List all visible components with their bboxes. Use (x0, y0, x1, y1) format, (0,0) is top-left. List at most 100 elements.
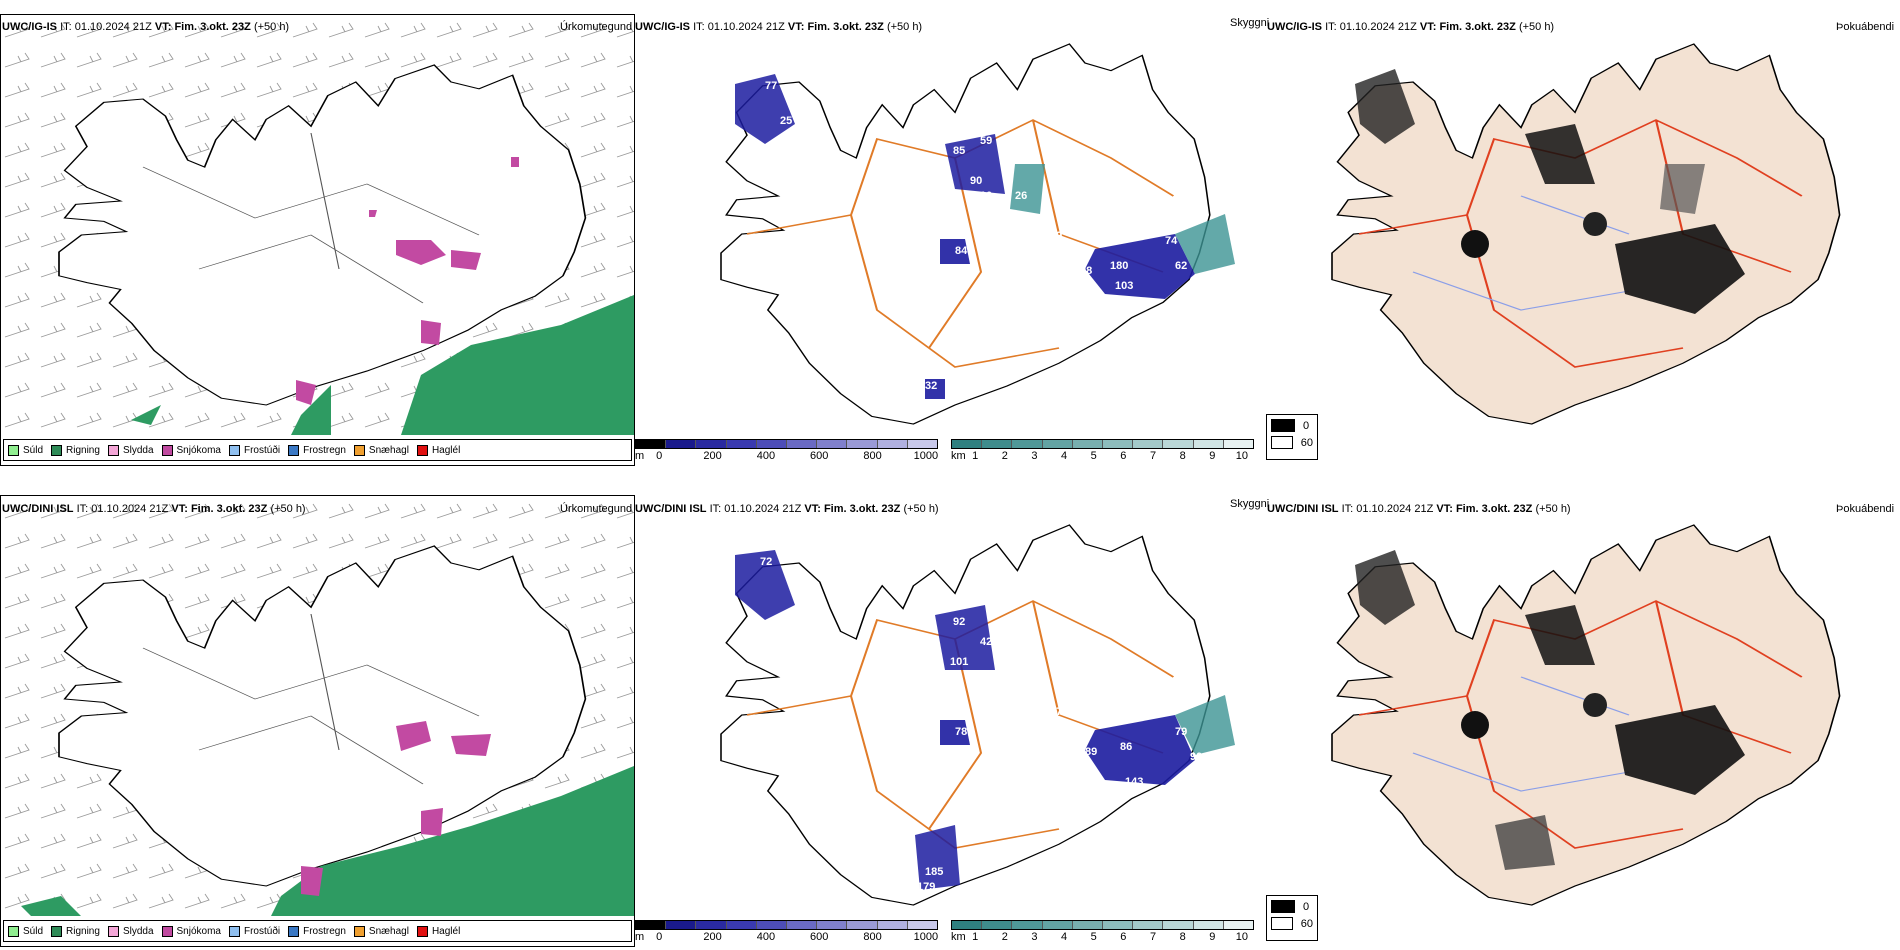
legend-label: Snjókoma (176, 444, 221, 456)
elevation-label: 27 (1050, 706, 1062, 718)
elevation-label: 86 (1120, 741, 1132, 753)
panel-title-precip-1: UWC/IG-IS IT: 01.10.2024 21Z VT: Fim. 3.… (2, 20, 632, 34)
scale-tick-label: 5 (1090, 931, 1097, 943)
legend-swatch (353, 444, 365, 456)
legend-item: Slydda (107, 444, 154, 456)
scale-cell (1223, 921, 1254, 929)
scale-tick-label: 600 (810, 931, 829, 943)
legend-item: Súld (8, 444, 44, 456)
legend-swatch (8, 925, 19, 937)
elevation-label: 101 (950, 656, 968, 668)
scale-tick-label: 400 (756, 931, 776, 943)
scale-tick-label: 600 (810, 450, 829, 462)
elevation-label: 72 (760, 556, 772, 568)
elevation-label: 103 (1115, 280, 1133, 292)
legend-item: Frostúði (228, 925, 280, 937)
elevation-label: 84 (955, 245, 968, 257)
scale-tick-label: 9 (1209, 450, 1216, 462)
scale-tick-label: 8 (1179, 450, 1186, 462)
legend-item: Snæhagl (353, 925, 409, 937)
scale-cell (847, 921, 878, 929)
scale-tick-label: 1 (972, 450, 979, 462)
scale-tick-label: 200 (703, 450, 722, 462)
legend-swatch (228, 925, 240, 937)
legend-label: Súld (23, 444, 44, 456)
legend-item: Snjókoma (161, 444, 221, 456)
legend-swatch (51, 925, 63, 937)
legend-swatch (8, 444, 19, 456)
legend-item: Rigning (51, 925, 100, 937)
scale-unit: m (635, 931, 645, 943)
elevation-label: 77 (765, 80, 777, 92)
scale-cell (636, 440, 667, 448)
elevation-label: 79 (1175, 726, 1187, 738)
legend-item: Súld (8, 925, 43, 937)
precip-legend-2: Súld Rigning Slydda Snjókoma Frostúði Frostre… (3, 920, 632, 942)
elevation-label: 107 (1055, 205, 1073, 217)
elevation-label: 98 (1080, 265, 1092, 277)
elevation-label: 89 (1085, 746, 1097, 758)
legend-label: Frostregn (303, 444, 346, 456)
fog-legend-2: 0 60 (1266, 895, 1318, 941)
scale-tick-label: 800 (863, 450, 882, 462)
scale-cell (666, 440, 697, 448)
legend-label: Slydda (122, 444, 154, 456)
legend-label: Frostúði (243, 444, 281, 456)
cloud-panel-1: 77 25 85 59 90 10 26 107 69 74 84 180 98 103 62 201 37 32… (635, 14, 1265, 466)
scale-tick-label: 2 (1001, 450, 1008, 462)
scale-cell (877, 921, 908, 929)
rain-area (401, 295, 634, 435)
scale-tick-label: 6 (1120, 450, 1127, 462)
panel-name-fog-1: Þokuábendi (1836, 21, 1895, 33)
scale-cell (1012, 921, 1043, 929)
fog-swatch (1271, 419, 1295, 432)
elevation-label: 69 (1050, 230, 1062, 242)
scale-cell (1072, 921, 1104, 929)
elevation-label: 10 (980, 190, 992, 202)
elev-labels-2: 72 92 101 42 138 95 27 78 83 89 86 79 90 143 131 185 179… (675, 556, 1202, 893)
scale-cell (907, 921, 938, 929)
vt-label: VT: (154, 21, 172, 33)
scale-tick-label: 8 (1179, 931, 1186, 943)
legend-swatch (161, 925, 173, 937)
visibility-scale-1: km 1 2 3 4 5 6 7 8 9 10 (951, 439, 1254, 463)
scale-cell (817, 440, 848, 448)
scale-cell (696, 440, 727, 448)
ceiling-scale-1: m 0 200 400 600 800 1000 (635, 439, 938, 463)
scale-cell (1223, 440, 1254, 448)
elevation-label: 201 (1060, 325, 1078, 337)
elevation-label: 37 (675, 721, 687, 733)
elevation-label: 90 (970, 175, 982, 187)
scale-cell (982, 440, 1013, 448)
scale-tick-label: 1000 (913, 450, 939, 462)
legend-swatch (161, 444, 173, 456)
scale-tick-label: 6 (1120, 931, 1127, 943)
scale-tick-label: 4 (1061, 931, 1068, 943)
scale-tick-label: 10 (1235, 931, 1248, 943)
elev-labels-1: 77 25 85 59 90 10 26 107 69 74 84 180 98 103 62 201 37 32 (675, 80, 1187, 392)
legend-item: Frostregn (288, 925, 346, 937)
elevation-label: 179 (917, 881, 935, 893)
legend-label: Snjókoma (176, 925, 221, 937)
scale-unit: m (635, 450, 645, 462)
fog-legend-1: 0 60 (1266, 414, 1318, 460)
scale-cell (756, 440, 788, 448)
legend-item: Haglél (416, 925, 460, 937)
cloud-panel-2: 72 92 101 42 138 95 27 78 83 89 86 79 90 143 131 185 179… (635, 495, 1265, 947)
scale-cell (982, 921, 1013, 929)
scale-cell (1103, 440, 1134, 448)
scale-tick-label: 800 (863, 931, 882, 943)
elevation-label: 185 (925, 866, 943, 878)
panel-name-precip-1: Úrkomutegund (560, 21, 633, 33)
scale-tick-label: 1000 (913, 931, 939, 943)
scale-cell (817, 921, 848, 929)
cloud-map-1: 77 25 85 59 90 10 26 107 69 74 84 180 98 103 62 201 37 32 (635, 14, 1265, 434)
scale-cell (952, 921, 983, 929)
ceiling-scale-2: m 0 200 400 600 800 1000 (635, 920, 938, 944)
scale-cell (756, 921, 788, 929)
panel-title-fog-2: UWC/DINI ISL IT: 01.10.2024 21Z VT: Fim.… (1267, 503, 1571, 515)
scale-cell (726, 921, 757, 929)
scale-tick-label: 200 (703, 931, 722, 943)
scale-cell (1103, 921, 1134, 929)
scale-cell (877, 440, 908, 448)
